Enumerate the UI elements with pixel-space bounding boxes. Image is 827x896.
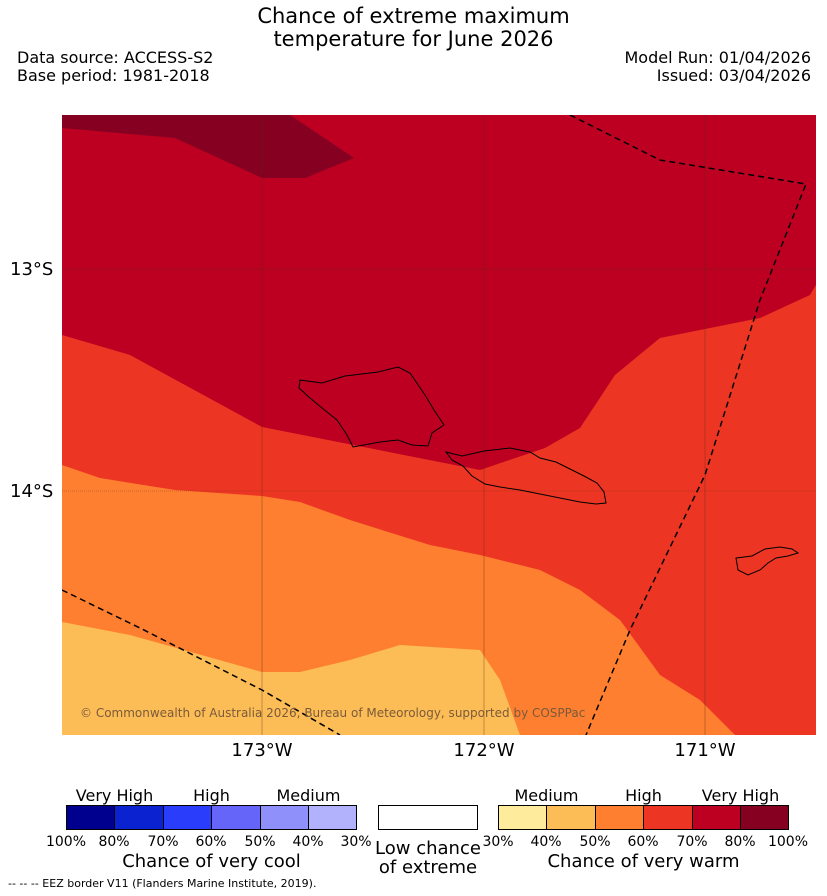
eez-border (62, 115, 808, 735)
cool-heading-high: High (193, 786, 230, 805)
warm-tick: 40% (530, 834, 562, 850)
graticule (62, 115, 816, 735)
warm-swatch-40-50 (546, 805, 596, 830)
neutral-legend-title-1: Low chance (375, 838, 481, 859)
issued-date: Issued: 03/04/2026 (656, 66, 811, 85)
cool-tick: 70% (147, 834, 179, 850)
neutral-swatch (378, 805, 478, 830)
cool-heading-very-high: Very High (75, 786, 154, 805)
warm-tick: 100% (767, 834, 809, 850)
warm-heading-medium: Medium (514, 786, 579, 805)
cool-swatch-50-40 (260, 805, 309, 830)
upolu-island (444, 447, 607, 505)
lon-label-173w: 173°W (231, 740, 293, 761)
eez-footnote: -- -- -- EEZ border V11 (Flanders Marine… (8, 877, 317, 890)
warm-heading-high: High (625, 786, 662, 805)
cool-legend-title: Chance of very cool (122, 851, 301, 872)
warm-legend-title: Chance of very warm (547, 851, 740, 872)
lat-label-13s: 13°S (10, 259, 54, 280)
warm-swatch-30-40 (498, 805, 547, 830)
cool-swatch-70-60 (163, 805, 212, 830)
savaii-island (298, 366, 445, 448)
cool-swatch-100-80 (66, 805, 115, 830)
cool-tick: 80% (98, 834, 130, 850)
warm-tick: 50% (579, 834, 611, 850)
cool-tick: 50% (244, 834, 276, 850)
warm-swatch-50-60 (595, 805, 644, 830)
warm-tick: 80% (724, 834, 756, 850)
zone-medium-warm (62, 622, 520, 735)
lat-label-14s: 14°S (10, 481, 54, 502)
copyright-notice: © Commonwealth of Australia 2026, Bureau… (80, 706, 586, 720)
model-run: Model Run: 01/04/2026 (624, 48, 812, 67)
cool-tick: 30% (340, 834, 372, 850)
data-source: Data source: ACCESS-S2 (17, 48, 214, 67)
warm-tick: 70% (676, 834, 708, 850)
cool-tick: 100% (45, 834, 87, 850)
title-line-1: Chance of extreme maximum (257, 4, 570, 28)
zone-very-high-warm-dark (62, 115, 354, 178)
warm-heading-very-high: Very High (701, 786, 780, 805)
lon-label-171w: 171°W (674, 740, 736, 761)
islands (298, 366, 800, 576)
warm-swatch-80-100 (740, 805, 789, 830)
tutuila-island (735, 546, 800, 576)
warm-tick: 30% (482, 834, 514, 850)
cool-tick: 60% (195, 834, 227, 850)
base-period: Base period: 1981-2018 (17, 66, 210, 85)
neutral-legend-title-2: of extreme (378, 857, 478, 878)
cool-swatch-40-30 (308, 805, 357, 830)
warm-swatch-60-70 (643, 805, 693, 830)
cool-heading-medium: Medium (276, 786, 341, 805)
cool-tick: 40% (292, 834, 324, 850)
title-line-2: temperature for June 2026 (273, 27, 554, 51)
lon-label-172w: 172°W (453, 740, 515, 761)
warm-tick: 60% (627, 834, 659, 850)
warm-swatch-70-80 (692, 805, 741, 830)
cool-swatch-80-70 (114, 805, 164, 830)
cool-swatch-60-50 (211, 805, 261, 830)
